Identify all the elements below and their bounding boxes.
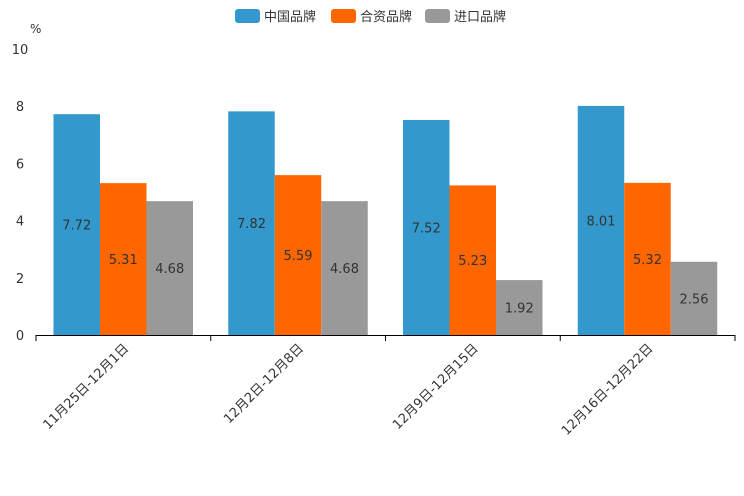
- legend-label-3: 进口品牌: [454, 9, 506, 25]
- bar-value-label: 5.59: [284, 249, 313, 264]
- bar-3-3[interactable]: [496, 280, 543, 335]
- x-category-label: 11月25日-12月1日: [41, 341, 133, 433]
- y-tick-label: 8: [16, 100, 24, 115]
- bar-1-3[interactable]: [403, 119, 450, 335]
- x-category-label: 12月2日-12月8日: [221, 341, 307, 427]
- y-tick-label: 4: [16, 215, 24, 230]
- bar-value-label: 4.68: [330, 262, 359, 277]
- bar-3-4[interactable]: [670, 261, 718, 335]
- bar-2-1[interactable]: [100, 183, 147, 335]
- legend-swatch-3[interactable]: [425, 9, 450, 23]
- bar-1-2[interactable]: [228, 111, 275, 336]
- bar-1-4[interactable]: [577, 105, 625, 335]
- y-tick-label: 0: [16, 329, 24, 344]
- bar-value-label: 7.72: [62, 219, 91, 234]
- bar-2-2[interactable]: [274, 175, 322, 335]
- legend: 中国品牌 合资品牌 进口品牌: [235, 9, 506, 25]
- bar-1-1[interactable]: [53, 114, 101, 335]
- bar-value-label: 5.31: [109, 253, 138, 268]
- bar-value-label: 2.56: [680, 292, 709, 307]
- bar-2-4[interactable]: [624, 182, 671, 335]
- bars: 7.72 5.31 4.68 7.82 5.59 4.68 7.52 5.23 1.92 8.01…: [53, 105, 718, 336]
- x-axis: 11月25日-12月1日 12月2日-12月8日 12月9日-12月15日 12月16…: [35, 335, 736, 439]
- bar-2-3[interactable]: [449, 185, 497, 335]
- legend-label-2: 合资品牌: [360, 9, 412, 25]
- bar-value-label: 8.01: [587, 214, 616, 229]
- y-tick-label: 10: [12, 43, 29, 58]
- bar-3-2[interactable]: [321, 201, 368, 335]
- y-axis-unit-label: %: [30, 22, 41, 36]
- y-tick-label: 2: [16, 272, 24, 287]
- legend-label-1: 中国品牌: [264, 9, 316, 25]
- bar-value-label: 1.92: [505, 302, 534, 317]
- legend-swatch-1[interactable]: [235, 9, 260, 23]
- y-axis: 0 2 4 6 8 10: [12, 43, 29, 344]
- bar-value-label: 7.82: [237, 217, 266, 232]
- bar-3-1[interactable]: [146, 201, 194, 335]
- bar-value-label: 7.52: [412, 221, 441, 236]
- bar-value-label: 5.23: [458, 254, 487, 269]
- y-tick-label: 6: [16, 157, 24, 172]
- bar-value-label: 4.68: [155, 262, 184, 277]
- legend-swatch-2[interactable]: [331, 9, 356, 23]
- bar-value-label: 5.32: [633, 253, 662, 268]
- x-category-label: 12月9日-12月15日: [390, 341, 482, 433]
- x-category-label: 12月16日-12月22日: [559, 341, 656, 438]
